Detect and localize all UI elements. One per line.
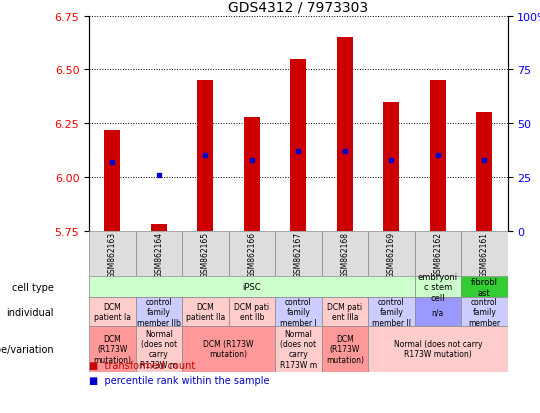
Text: GSM862168: GSM862168 — [340, 231, 349, 277]
Text: embryoni
c stem
cell: embryoni c stem cell — [418, 272, 458, 302]
Bar — [290, 59, 307, 231]
Bar — [368, 298, 415, 326]
Bar — [228, 231, 275, 277]
Text: DCM pati
ent IIb: DCM pati ent IIb — [234, 302, 269, 322]
Text: iPSC: iPSC — [242, 282, 261, 292]
Bar — [136, 231, 182, 277]
Text: cell type: cell type — [12, 282, 54, 292]
Bar — [275, 326, 322, 372]
Bar — [415, 231, 461, 277]
Text: individual: individual — [6, 307, 54, 317]
Text: DCM
patient Ia: DCM patient Ia — [94, 302, 131, 322]
Text: DCM pati
ent IIIa: DCM pati ent IIIa — [327, 302, 362, 322]
Bar — [275, 298, 322, 326]
Bar — [197, 81, 213, 231]
Bar — [89, 298, 136, 326]
Bar — [228, 298, 275, 326]
Text: Normal
(does not
carry
R173W m: Normal (does not carry R173W m — [280, 329, 317, 369]
Title: GDS4312 / 7973303: GDS4312 / 7973303 — [228, 0, 368, 14]
Bar — [136, 326, 182, 372]
Text: GSM862167: GSM862167 — [294, 231, 303, 277]
Bar — [383, 102, 400, 231]
Text: DCM
(R173W
mutation): DCM (R173W mutation) — [326, 334, 364, 364]
Text: genotype/variation: genotype/variation — [0, 344, 54, 354]
Bar — [368, 231, 415, 277]
Text: GSM862162: GSM862162 — [433, 231, 442, 277]
Text: control
family
member: control family member — [468, 297, 501, 327]
Text: fibrobl
ast: fibrobl ast — [471, 278, 498, 297]
Bar — [430, 81, 446, 231]
Text: control
family
member II: control family member II — [372, 297, 411, 327]
Bar — [368, 326, 508, 372]
Bar — [322, 326, 368, 372]
Bar — [322, 298, 368, 326]
Text: GSM862169: GSM862169 — [387, 231, 396, 277]
Bar — [151, 225, 167, 231]
Bar — [182, 298, 228, 326]
Bar — [322, 231, 368, 277]
Bar — [89, 326, 136, 372]
Text: DCM
patient IIa: DCM patient IIa — [186, 302, 225, 322]
Text: Normal
(does not
carry
R173W m: Normal (does not carry R173W m — [140, 329, 178, 369]
Text: GSM862166: GSM862166 — [247, 231, 256, 277]
Text: ■  transformed count: ■ transformed count — [89, 361, 195, 370]
Text: DCM
(R173W
mutation): DCM (R173W mutation) — [93, 334, 131, 364]
Text: GSM862163: GSM862163 — [108, 231, 117, 277]
Bar — [461, 231, 508, 277]
Bar — [182, 231, 228, 277]
Bar — [415, 277, 461, 298]
Text: GSM862161: GSM862161 — [480, 231, 489, 277]
Bar — [461, 277, 508, 298]
Text: Normal (does not carry
R173W mutation): Normal (does not carry R173W mutation) — [394, 339, 482, 358]
Bar — [415, 298, 461, 326]
Text: control
family
member I: control family member I — [280, 297, 317, 327]
Text: control
family
member IIb: control family member IIb — [137, 297, 181, 327]
Text: GSM862165: GSM862165 — [201, 231, 210, 277]
Bar — [244, 117, 260, 231]
Bar — [476, 113, 492, 231]
Text: DCM (R173W
mutation): DCM (R173W mutation) — [204, 339, 254, 358]
Text: n/a: n/a — [431, 307, 444, 316]
Bar — [89, 231, 136, 277]
Bar — [337, 38, 353, 231]
Bar — [182, 326, 275, 372]
Bar — [89, 277, 415, 298]
Bar — [461, 298, 508, 326]
Text: ■  percentile rank within the sample: ■ percentile rank within the sample — [89, 375, 269, 385]
Text: GSM862164: GSM862164 — [154, 231, 163, 277]
Bar — [275, 231, 322, 277]
Bar — [104, 131, 120, 231]
Bar — [136, 298, 182, 326]
